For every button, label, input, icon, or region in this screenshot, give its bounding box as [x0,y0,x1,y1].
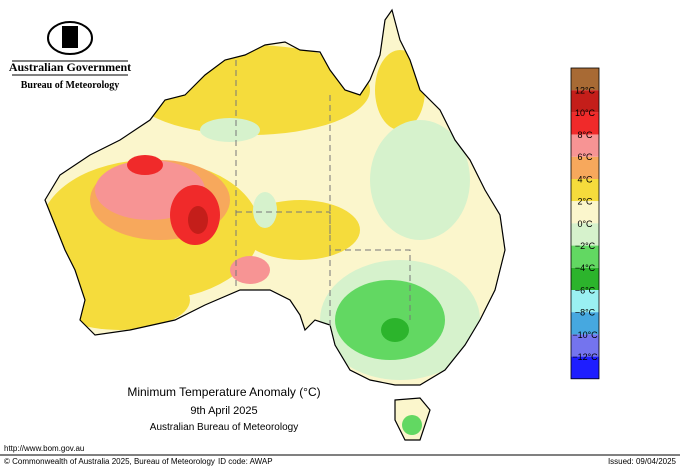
footer-issued: Issued: 09/04/2025 [608,457,677,466]
legend-swatch [571,68,599,91]
legend: 12°C 10°C 8°C 6°C 4°C 2°C 0°C −2°C −4°C −6°C −8°C −… [570,67,600,380]
legend-swatch [571,356,599,379]
coastline [44,8,506,441]
legend-swatch [571,90,599,113]
legend-label: 4°C [577,174,593,184]
legend-swatch [571,290,599,313]
map-source: Australian Bureau of Meteorology [150,422,298,433]
legend-swatch [571,245,599,268]
state-borders [235,60,411,330]
map-title: Minimum Temperature Anomaly (°C) [127,385,320,399]
legend-swatch [571,179,599,202]
legend-label: −8°C [575,308,596,318]
legend-label: −10°C [572,330,598,340]
legend-label: −2°C [575,241,596,251]
legend-label: 10°C [575,108,596,118]
legend-label: 6°C [577,152,593,162]
legend-label: −12°C [572,352,598,362]
legend-label: 2°C [577,197,593,207]
legend-swatch [571,334,599,357]
legend-swatch [571,223,599,246]
legend-label: 12°C [575,86,596,96]
legend-label: −4°C [575,263,596,273]
legend-swatch [571,201,599,224]
legend-swatch [571,156,599,179]
map-date: 9th April 2025 [190,405,257,417]
footer-copyright: © Commonwealth of Australia 2025, Bureau… [4,457,215,466]
legend-label: −6°C [575,285,596,295]
legend-frame [570,67,600,380]
agency-name: Bureau of Meteorology [21,80,120,91]
legend-swatch [571,134,599,157]
footer-url: http://www.bom.gov.au [4,444,84,453]
legend-label: 0°C [577,219,593,229]
government-name: Australian Government [9,60,131,74]
legend-swatch [571,112,599,135]
legend-swatch [571,312,599,335]
footer-id: ID code: AWAP [218,457,273,466]
legend-swatch [571,267,599,290]
legend-label: 8°C [577,130,593,140]
crest [12,21,128,76]
